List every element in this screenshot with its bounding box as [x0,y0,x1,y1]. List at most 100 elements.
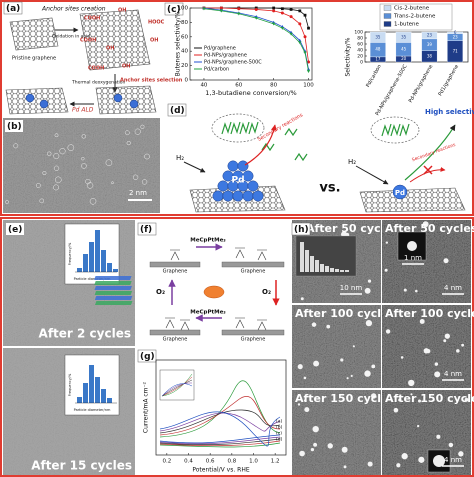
bar-value-label: 39 [427,42,433,47]
legend-box [379,3,453,31]
particle [443,258,449,264]
particle [461,343,465,347]
particle [300,297,304,301]
reaction-arrow [404,124,456,181]
particle [134,128,141,135]
annotation: Secondary reactions [411,142,457,164]
particle [304,407,310,413]
bar-value-label: 20 [401,56,407,61]
y-tick-label: 100 [178,6,189,12]
histogram-bar [310,256,314,272]
particle [299,450,305,457]
reaction-arrow [244,124,277,166]
data-point [303,13,307,17]
particle [419,318,425,324]
precursor-molecule [170,249,180,261]
scale-label: 4 nm [444,456,462,464]
x-tick-label: Pd-NPs/graphene [408,64,435,104]
scale-label: 2 nm [129,189,147,197]
bar-segment [395,31,412,43]
arrow [355,165,389,185]
data-point [280,7,284,11]
histogram-bar [77,268,82,272]
legend-label: Cis-2-butene [394,6,430,12]
bar-value-label: 71 [453,48,459,53]
panel-label: (f) [140,225,152,235]
image-caption: After 100 cycles [385,307,474,320]
particle [350,374,353,378]
particle [393,407,399,413]
data-point [272,9,276,13]
curve-label: (a) [276,419,283,425]
particle [370,393,377,399]
micrograph-noise [382,220,471,303]
functional-group: OH [106,46,114,52]
particle [458,451,464,457]
pd-atom [222,190,234,202]
particle [303,399,306,402]
x-tick-label: 80 [270,83,277,89]
y-axis-label: Selectivity/% [345,37,352,76]
histogram-bar [300,242,304,272]
legend-swatch [383,13,392,19]
image-caption: After 2 cycles [39,327,131,341]
x-tick-label: 0.4 [184,459,193,465]
graphene-sheet [9,17,59,51]
inset-x-label: Particle diameter/nm [74,408,111,412]
bar-value-label: 23 [453,34,459,39]
particle [456,349,460,353]
annotation: Oxidation in acid [52,34,90,40]
particle [326,324,331,329]
ald-layer [94,301,133,305]
particle [352,345,355,348]
data-point [254,7,258,11]
particle [340,358,344,362]
graphene-sheet [95,85,157,115]
ald-layer [94,281,132,285]
cv-curve [159,380,281,448]
cross [423,165,433,175]
y-tick-label: 40 [357,48,363,54]
reagent-label: MeCpPtMe₃ [190,310,226,316]
molecule [230,121,241,135]
particle [126,140,131,146]
inset-curve [161,383,193,397]
graphene-sheet [79,9,151,71]
bar-value-label: 48 [375,47,381,52]
pd-atom [25,93,35,103]
functional-group: COOH [80,38,96,44]
particle [384,268,388,272]
bottom-frame [0,217,474,477]
particle [47,151,52,156]
precursor-molecule [165,317,175,329]
precursor-molecule [257,249,267,261]
image-caption: After 100 cycles [295,307,396,320]
inset-x-label: Particle diameter/nm [74,277,111,281]
inset-curve [161,382,193,397]
histogram-bar [345,270,349,272]
particle [448,442,454,448]
legend-label: Pd-NPs/graphene [204,53,247,59]
y-tick-label: 0 [360,60,363,66]
data-point [202,7,206,11]
x-tick-label: 40 [200,83,207,89]
particle [367,279,372,283]
data-point [298,9,302,13]
histogram-bar [325,266,329,272]
particle [422,221,429,228]
panel-label-box [3,1,23,15]
graphene-strip [221,329,285,336]
panel-label: (g) [140,352,155,362]
curve-label: (d) [276,437,283,443]
functional-group: COOH [88,66,104,72]
annotation: Anchor sites creation [41,6,106,13]
cv-curve [159,411,281,447]
x-axis-label: 1,3-butadiene conversion/% [205,89,296,97]
top-frame [0,0,474,216]
particle [433,455,445,467]
particle [426,348,431,354]
histogram-bar [83,383,88,403]
graphene-strip [221,261,285,268]
particle [343,465,347,469]
legend-label: Trans-2-butene [393,14,436,20]
